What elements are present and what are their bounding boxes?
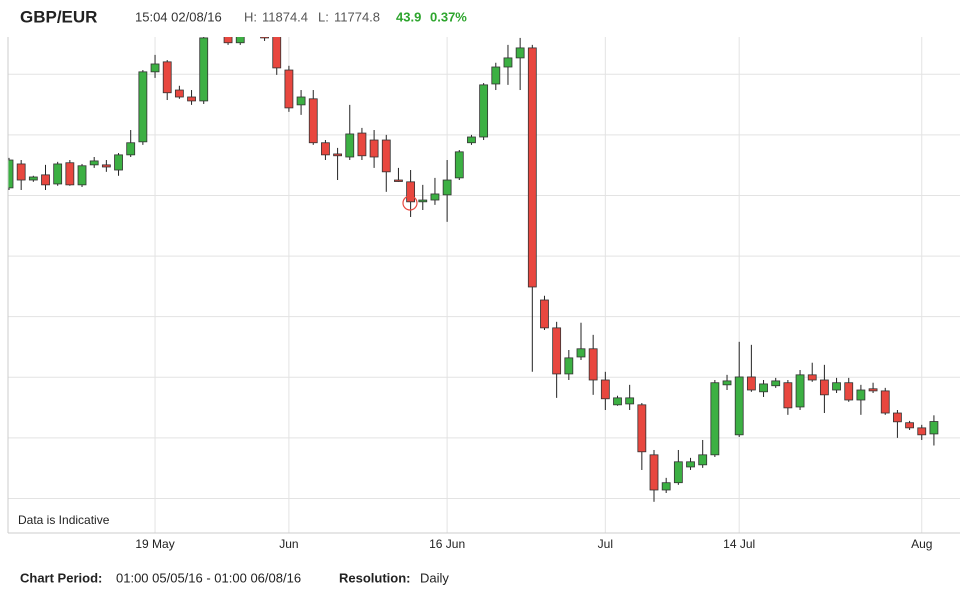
candle-body bbox=[540, 299, 549, 329]
candle-body bbox=[807, 374, 817, 381]
candle-body bbox=[16, 163, 26, 181]
candle-body bbox=[199, 37, 209, 102]
candle-body bbox=[162, 61, 172, 94]
candle-body bbox=[174, 89, 184, 98]
x-tick-label: Aug bbox=[911, 537, 932, 551]
low-value: 11774.8 bbox=[334, 9, 380, 24]
candle-body bbox=[223, 37, 233, 44]
candle-body bbox=[357, 132, 367, 157]
candle-body bbox=[710, 382, 720, 456]
candle-body bbox=[893, 412, 902, 423]
candle-body bbox=[613, 397, 622, 406]
candle-body bbox=[686, 461, 695, 468]
period-label: Chart Period: bbox=[20, 570, 102, 585]
candle-body bbox=[868, 388, 878, 392]
candle-body bbox=[89, 160, 99, 166]
candle-body bbox=[673, 461, 683, 484]
candle-body bbox=[454, 151, 464, 179]
candle-body bbox=[272, 37, 282, 69]
candle-body bbox=[856, 389, 866, 401]
candle-body bbox=[308, 98, 318, 144]
candle-body bbox=[503, 57, 513, 68]
candle-body bbox=[564, 357, 574, 375]
x-tick-label: Jul bbox=[598, 537, 613, 551]
candle-body bbox=[625, 397, 635, 405]
event-marker[interactable] bbox=[402, 195, 418, 211]
symbol: GBP/EUR bbox=[20, 7, 97, 26]
candle-body bbox=[442, 179, 452, 196]
candle-body bbox=[235, 37, 245, 44]
candle-body bbox=[406, 181, 416, 203]
candle-body bbox=[369, 139, 379, 158]
candle-body bbox=[588, 348, 598, 381]
candle-body bbox=[734, 376, 744, 436]
candle-body bbox=[394, 179, 403, 182]
candle-body bbox=[552, 327, 562, 375]
period: 01:00 05/05/16 - 01:00 06/08/16 bbox=[116, 570, 301, 585]
resolution: Daily bbox=[420, 570, 449, 585]
candle-body bbox=[77, 165, 87, 186]
candle-body bbox=[759, 383, 768, 393]
resolution-label: Resolution: bbox=[339, 570, 411, 585]
x-tick-label: Jun bbox=[279, 537, 298, 551]
candle-body bbox=[138, 71, 148, 143]
x-tick-label: 16 Jun bbox=[429, 537, 465, 551]
candle-body bbox=[722, 380, 732, 386]
candle-body bbox=[661, 482, 671, 491]
candle-body bbox=[576, 348, 586, 358]
candle-body bbox=[248, 28, 256, 31]
candle-body bbox=[430, 193, 440, 201]
candle-body bbox=[746, 376, 756, 391]
candle-body bbox=[600, 379, 610, 400]
candle-body bbox=[880, 390, 890, 414]
high-label: H: bbox=[244, 9, 257, 24]
high-value: 11874.4 bbox=[262, 9, 308, 24]
candle-body bbox=[819, 379, 829, 396]
candle-body bbox=[418, 199, 428, 203]
candle-body bbox=[905, 422, 914, 429]
candle-body bbox=[381, 139, 391, 173]
candle-body bbox=[284, 69, 294, 109]
candle-body bbox=[844, 382, 854, 401]
candle-body bbox=[515, 47, 525, 59]
candle-body bbox=[929, 421, 939, 435]
candle-body bbox=[126, 142, 136, 156]
time: 15:04 02/08/16 bbox=[135, 9, 222, 24]
candle-body bbox=[28, 176, 38, 181]
change-pct: 0.37% bbox=[430, 9, 467, 24]
candle-body bbox=[333, 153, 342, 157]
candle-body bbox=[527, 47, 537, 288]
candle-body bbox=[649, 454, 659, 491]
low-label: L: bbox=[318, 9, 329, 24]
candle-body bbox=[187, 96, 196, 102]
candles bbox=[8, 28, 939, 502]
candle-body bbox=[321, 142, 330, 156]
candle-body bbox=[65, 162, 75, 186]
candle-body bbox=[479, 84, 489, 138]
candle-body bbox=[917, 427, 927, 436]
candle-body bbox=[795, 374, 805, 408]
candle-body bbox=[114, 154, 123, 171]
candle-body bbox=[637, 404, 647, 453]
candle-body bbox=[345, 133, 355, 158]
candle-body bbox=[783, 382, 793, 409]
candle-body bbox=[150, 63, 160, 73]
candle-body bbox=[260, 37, 269, 39]
candle-body bbox=[771, 380, 781, 387]
note: Data is Indicative bbox=[18, 513, 110, 527]
candle-body bbox=[101, 164, 111, 168]
candle-body bbox=[8, 159, 14, 189]
candle-body bbox=[41, 174, 50, 186]
candle-body bbox=[698, 454, 708, 466]
candle-body bbox=[467, 136, 476, 144]
candle-body bbox=[832, 382, 841, 391]
candle-body bbox=[491, 66, 501, 85]
x-tick-label: 14 Jul bbox=[723, 537, 755, 551]
candle-body bbox=[296, 96, 306, 106]
change: 43.9 bbox=[396, 9, 421, 24]
x-tick-label: 19 May bbox=[135, 537, 174, 551]
candle-body bbox=[53, 163, 63, 185]
